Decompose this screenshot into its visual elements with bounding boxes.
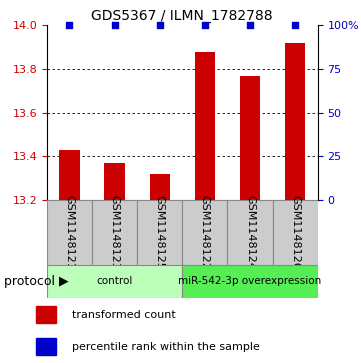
Text: GSM1148122: GSM1148122 — [200, 195, 210, 270]
Point — [247, 23, 253, 28]
Text: GSM1148121: GSM1148121 — [65, 195, 74, 270]
Text: miR-542-3p overexpression: miR-542-3p overexpression — [178, 276, 322, 286]
Point — [202, 23, 208, 28]
Bar — [36, 306, 56, 323]
Bar — [227, 200, 273, 265]
Point — [112, 23, 118, 28]
Bar — [137, 200, 182, 265]
Bar — [182, 200, 227, 265]
Bar — [59, 150, 80, 200]
Text: transformed count: transformed count — [72, 310, 176, 320]
Bar — [104, 163, 125, 200]
Bar — [285, 43, 305, 200]
Bar — [182, 265, 318, 298]
Point — [67, 23, 73, 28]
Point — [157, 23, 162, 28]
Bar — [92, 200, 137, 265]
Bar — [47, 265, 182, 298]
Text: GSM1148125: GSM1148125 — [155, 195, 165, 270]
Text: percentile rank within the sample: percentile rank within the sample — [72, 342, 260, 352]
Bar — [149, 174, 170, 200]
Point — [292, 23, 298, 28]
Title: GDS5367 / ILMN_1782788: GDS5367 / ILMN_1782788 — [91, 9, 273, 23]
Bar — [195, 52, 215, 200]
Bar — [47, 200, 92, 265]
Text: control: control — [96, 276, 133, 286]
Bar — [273, 200, 318, 265]
Text: GSM1148126: GSM1148126 — [290, 195, 300, 270]
Bar — [240, 76, 260, 200]
Text: GSM1148123: GSM1148123 — [110, 195, 119, 270]
Bar — [36, 338, 56, 355]
Text: GSM1148124: GSM1148124 — [245, 195, 255, 270]
Text: protocol ▶: protocol ▶ — [4, 275, 68, 288]
